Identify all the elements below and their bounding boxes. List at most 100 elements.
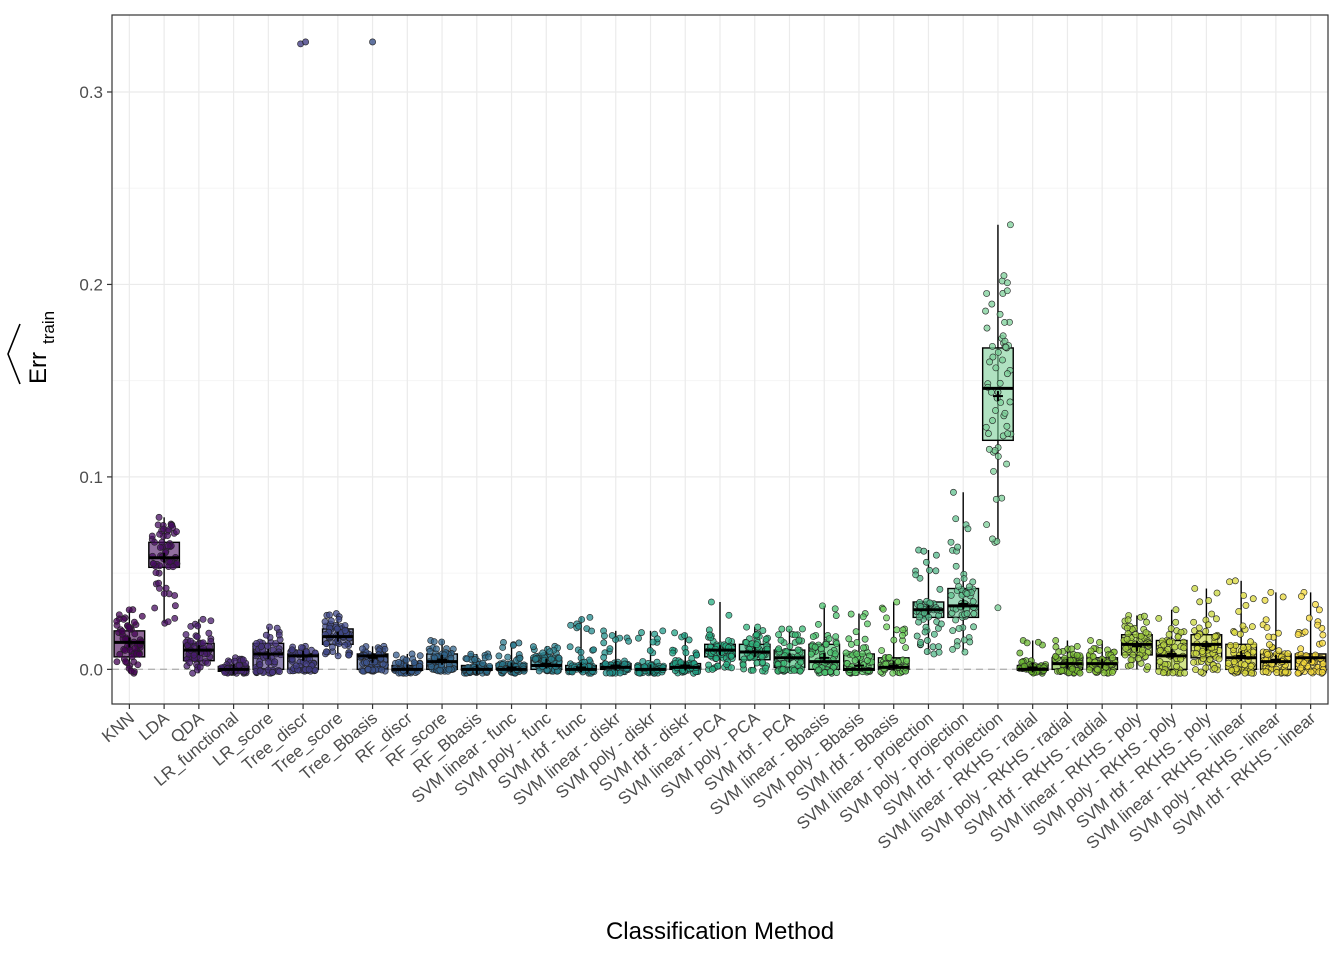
- y-axis-title: Err train: [7, 311, 58, 385]
- data-point: [1004, 370, 1011, 378]
- data-point: [1174, 633, 1182, 641]
- data-point: [889, 669, 897, 677]
- data-point: [266, 623, 273, 631]
- data-point: [430, 638, 438, 646]
- data-point: [1263, 624, 1271, 631]
- data-point: [950, 488, 957, 496]
- data-point: [1180, 644, 1188, 652]
- data-point: [1248, 623, 1256, 631]
- data-point: [509, 641, 517, 649]
- data-point: [1076, 669, 1084, 677]
- box-rf-discr: [391, 650, 424, 677]
- data-point: [883, 623, 891, 631]
- data-point: [742, 639, 750, 647]
- box-svm-linear-rkhs-poly: [1120, 612, 1153, 673]
- data-point: [999, 332, 1007, 340]
- data-point: [779, 665, 787, 673]
- data-point: [1122, 645, 1130, 652]
- data-point: [1052, 637, 1060, 644]
- data-point: [1300, 659, 1308, 667]
- data-point: [167, 521, 175, 529]
- data-point: [156, 544, 164, 551]
- box-tree-score: [321, 610, 354, 660]
- data-point: [566, 643, 574, 651]
- data-point: [1262, 668, 1270, 676]
- data-point: [578, 616, 586, 623]
- data-point: [305, 666, 313, 673]
- data-point: [785, 625, 793, 633]
- data-point: [1156, 658, 1164, 666]
- data-point: [965, 583, 973, 591]
- data-point: [231, 657, 239, 665]
- data-point: [262, 631, 270, 639]
- data-point: [190, 651, 198, 659]
- data-point: [164, 618, 172, 626]
- outlier-point: [369, 38, 376, 46]
- box-svm-poly-rkhs-radial: [1051, 637, 1084, 677]
- data-point: [1213, 589, 1221, 597]
- data-point: [893, 626, 901, 634]
- data-point: [762, 664, 770, 672]
- data-point: [1121, 651, 1129, 659]
- data-point: [902, 644, 910, 652]
- data-point: [1181, 669, 1188, 677]
- data-point: [1215, 655, 1223, 663]
- data-point: [1135, 655, 1142, 663]
- data-point: [1124, 630, 1132, 638]
- data-point: [1192, 649, 1200, 657]
- data-point: [1202, 664, 1210, 672]
- data-point: [955, 625, 963, 632]
- data-point: [131, 630, 139, 638]
- data-point: [994, 348, 1002, 356]
- data-point: [883, 614, 890, 622]
- data-point: [600, 653, 608, 661]
- data-point: [1314, 621, 1321, 629]
- data-point: [625, 637, 632, 645]
- data-point: [1294, 631, 1302, 638]
- data-point: [1095, 646, 1103, 654]
- data-point: [1242, 602, 1250, 609]
- data-point: [847, 640, 855, 648]
- box-svm-poly-bbasis: [842, 610, 876, 677]
- data-point: [1199, 647, 1206, 655]
- data-point: [151, 604, 159, 612]
- data-point: [1001, 409, 1009, 417]
- data-point: [859, 650, 866, 658]
- y-tick-label: 0.1: [79, 468, 103, 487]
- data-point: [859, 613, 867, 621]
- data-point: [1301, 628, 1309, 636]
- data-point: [963, 610, 971, 617]
- data-point: [990, 467, 997, 475]
- data-point: [600, 632, 608, 640]
- data-point: [1003, 279, 1011, 287]
- data-point: [199, 615, 207, 623]
- data-point: [1230, 658, 1238, 666]
- data-point: [935, 643, 942, 651]
- data-point: [1096, 638, 1103, 646]
- data-point: [898, 631, 906, 639]
- x-axis-title: Classification Method: [606, 918, 834, 945]
- data-point: [669, 649, 677, 657]
- data-point: [952, 515, 960, 523]
- data-point: [333, 625, 341, 633]
- data-point: [1169, 669, 1177, 677]
- data-point: [328, 643, 336, 651]
- data-point: [932, 567, 940, 575]
- data-point: [693, 651, 701, 659]
- data-point: [539, 649, 547, 657]
- data-point: [113, 658, 121, 666]
- data-point: [1139, 646, 1146, 654]
- data-point: [753, 631, 761, 639]
- data-point: [728, 664, 735, 672]
- data-point: [777, 636, 785, 644]
- data-point: [125, 606, 133, 614]
- box-svm-poly-pca: [738, 623, 771, 675]
- data-point: [970, 610, 978, 618]
- data-point: [276, 668, 283, 675]
- x-axis: KNNLDAQDALR_functionalLR_scoreTree_discr…: [98, 704, 1319, 853]
- data-point: [893, 598, 901, 606]
- data-point: [775, 645, 783, 653]
- data-point: [1312, 601, 1319, 608]
- box-tree-discr: [286, 38, 320, 675]
- data-point: [1160, 669, 1167, 677]
